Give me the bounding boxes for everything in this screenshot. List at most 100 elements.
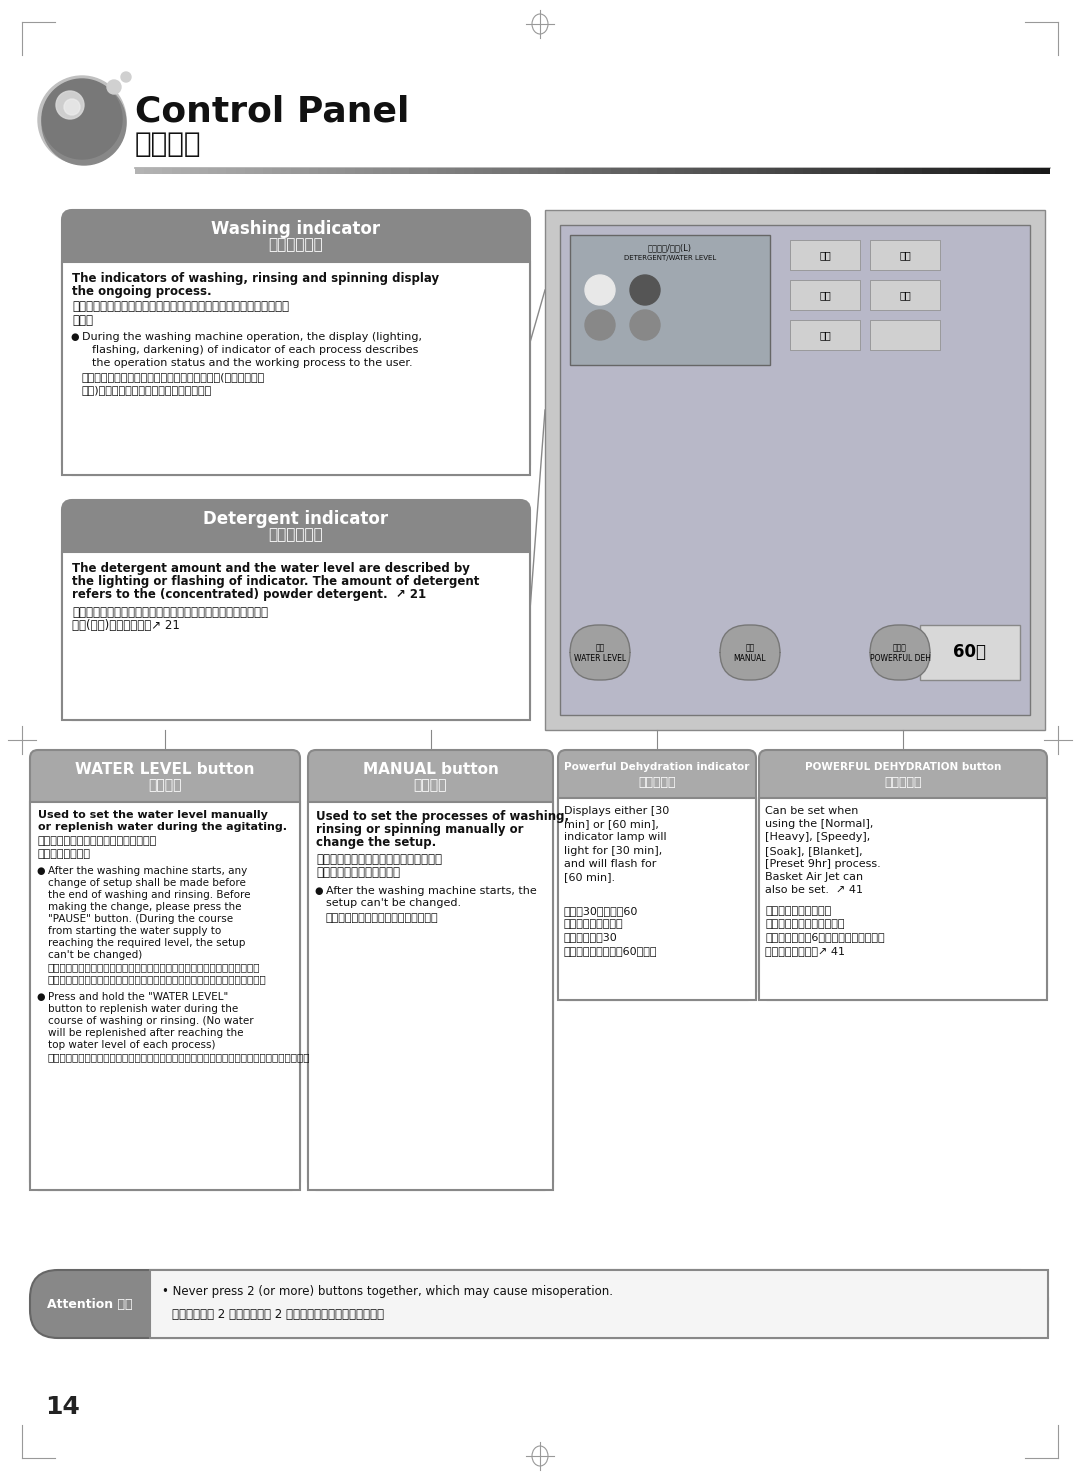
Text: The detergent amount and the water level are described by: The detergent amount and the water level…: [72, 562, 470, 576]
Text: 請勿同時按住 2 個以上（包括 2 個）的按鈕，以免造成誤操作。: 請勿同時按住 2 個以上（包括 2 個）的按鈕，以免造成誤操作。: [172, 1307, 384, 1320]
Text: change the setup.: change the setup.: [316, 836, 436, 850]
Text: reaching the required level, the setup: reaching the required level, the setup: [48, 938, 245, 949]
Text: 顯示「30分」、「60
分」中的任何一個，
指示燈點亮「30
分」，指示燈閃動「60分」。: 顯示「30分」、「60 分」中的任何一個， 指示燈點亮「30 分」，指示燈閃動「…: [564, 906, 658, 956]
Bar: [30, 802, 300, 1190]
FancyBboxPatch shape: [870, 625, 930, 679]
Text: 行程
MANUAL: 行程 MANUAL: [733, 644, 767, 663]
Text: POWERFUL DEHYDRATION button: POWERFUL DEHYDRATION button: [805, 762, 1001, 773]
Circle shape: [585, 309, 615, 340]
Text: Can be set when
using the [Normal],
[Heavy], [Speedy],
[Soak], [Blanket],
[Prese: Can be set when using the [Normal], [Hea…: [765, 807, 881, 895]
Text: or replenish water during the agitating.: or replenish water during the agitating.: [38, 821, 287, 832]
Circle shape: [64, 99, 80, 115]
Text: making the change, please press the: making the change, please press the: [48, 901, 242, 912]
Text: DETERGENT/WATER LEVEL: DETERGENT/WATER LEVEL: [624, 255, 716, 260]
Text: After the washing machine starts, any: After the washing machine starts, any: [48, 866, 247, 876]
Text: 洗衣機啟動後，設定的內容不能更改。: 洗衣機啟動後，設定的內容不能更改。: [326, 913, 438, 924]
Text: can't be changed): can't be changed): [48, 950, 143, 961]
Text: ●: ●: [36, 866, 44, 876]
Text: 14: 14: [45, 1396, 80, 1419]
Text: 閃動: 閃動: [900, 250, 910, 260]
Bar: [870, 320, 940, 349]
Circle shape: [56, 90, 84, 118]
Bar: [62, 262, 530, 475]
FancyBboxPatch shape: [62, 210, 530, 475]
Circle shape: [630, 309, 660, 340]
Text: 洗衣粉量/水位(L): 洗衣粉量/水位(L): [648, 243, 692, 252]
FancyBboxPatch shape: [308, 750, 553, 1190]
Text: ●: ●: [314, 887, 323, 895]
Bar: [870, 280, 940, 309]
Text: button to replenish water during the: button to replenish water during the: [48, 1003, 239, 1014]
Text: will be replenished after reaching the: will be replenished after reaching the: [48, 1029, 243, 1037]
FancyBboxPatch shape: [30, 1270, 1048, 1338]
Text: 通過指示燈的點亮或閃動來顯示洗衣粉量和水位。洗衣粉量表示: 通過指示燈的點亮或閃動來顯示洗衣粉量和水位。洗衣粉量表示: [72, 605, 268, 619]
Bar: [870, 240, 940, 269]
Circle shape: [121, 73, 131, 81]
Text: 控制面板: 控制面板: [135, 130, 202, 158]
Bar: [789, 240, 860, 269]
Text: Detergent indicator: Detergent indicator: [203, 511, 389, 528]
FancyBboxPatch shape: [558, 750, 756, 1000]
Text: rinsing or spinning manually or: rinsing or spinning manually or: [316, 823, 524, 836]
Bar: [789, 280, 860, 309]
Text: 前，請先按下「暂停」按鈕。（從開始供水到達該水位的過程中不能更改設定）: 前，請先按下「暂停」按鈕。（從開始供水到達該水位的過程中不能更改設定）: [48, 974, 267, 984]
Text: Used to set the water level manually: Used to set the water level manually: [38, 810, 268, 820]
Text: setup can't be changed.: setup can't be changed.: [326, 898, 461, 909]
Text: 洗衣粉量表示: 洗衣粉量表示: [269, 527, 323, 543]
Text: Powerful Dehydration indicator: Powerful Dehydration indicator: [565, 762, 750, 773]
Bar: [558, 798, 756, 1000]
Text: the operation status and the working process to the user.: the operation status and the working pro…: [92, 358, 413, 369]
Text: 洗衣內容表示: 洗衣內容表示: [269, 237, 323, 253]
Text: ●: ●: [70, 332, 79, 342]
Text: WATER LEVEL button: WATER LEVEL button: [76, 762, 255, 777]
Text: Control Panel: Control Panel: [135, 95, 409, 129]
Text: Press and hold the "WATER LEVEL": Press and hold the "WATER LEVEL": [48, 992, 228, 1002]
Text: Washing indicator: Washing indicator: [212, 221, 380, 238]
Text: 脱水: 脱水: [819, 330, 831, 340]
Text: 動脱水
POWERFUL DEH: 動脱水 POWERFUL DEH: [869, 644, 931, 663]
Text: 的是(濃縮)粉末洗衣粉。↗ 21: 的是(濃縮)粉末洗衣粉。↗ 21: [72, 619, 180, 632]
Bar: [150, 1270, 1048, 1338]
Text: 內容。: 內容。: [72, 314, 93, 327]
Text: the end of washing and rinsing. Before: the end of washing and rinsing. Before: [48, 889, 251, 900]
Circle shape: [630, 275, 660, 305]
Text: 沖洗: 沖洗: [819, 290, 831, 300]
Bar: [789, 320, 860, 349]
Text: 水位
WATER LEVEL: 水位 WATER LEVEL: [573, 644, 626, 663]
Text: 洗衣: 洗衣: [819, 250, 831, 260]
Text: After the washing machine starts, the: After the washing machine starts, the: [326, 887, 537, 895]
Text: 在按照自己需要設定洗衣、沖洗、脱水方: 在按照自己需要設定洗衣、沖洗、脱水方: [316, 852, 442, 866]
FancyBboxPatch shape: [759, 750, 1047, 1000]
Circle shape: [42, 81, 126, 164]
Bar: [308, 802, 553, 1190]
FancyBboxPatch shape: [720, 625, 780, 679]
Text: 在按照自己需要設定水量或在撹汗過程中: 在按照自己需要設定水量或在撹汗過程中: [38, 836, 158, 847]
Bar: [62, 552, 530, 719]
Text: 洗衣機啟動後，若需更改設定，請在洗衣、沖洗結束前進行。在進行變更操作: 洗衣機啟動後，若需更改設定，請在洗衣、沖洗結束前進行。在進行變更操作: [48, 962, 260, 972]
Text: 60分: 60分: [954, 642, 986, 662]
Text: 洗衣機在運轉過程中，通過各進程指示燈的顯示(亮著、閃動、: 洗衣機在運轉過程中，通過各進程指示燈的顯示(亮著、閃動、: [82, 371, 266, 382]
Text: MANUAL button: MANUAL button: [363, 762, 499, 777]
Text: Used to set the processes of washing,: Used to set the processes of washing,: [316, 810, 569, 823]
Bar: [570, 235, 770, 366]
Text: the lighting or flashing of indicator. The amount of detergent: the lighting or flashing of indicator. T…: [72, 576, 480, 588]
Text: 動脱水按鈕: 動脱水按鈕: [885, 777, 921, 789]
Text: 洗衣或沖洗過程中若需要再注水，持續按住按鈕，即會追加至該程序的最高水位後再不再加水）: 洗衣或沖洗過程中若需要再注水，持續按住按鈕，即會追加至該程序的最高水位後再不再加…: [48, 1052, 311, 1063]
Text: Attention 注意: Attention 注意: [48, 1298, 133, 1310]
Bar: [759, 798, 1047, 1000]
Text: 水位按鈕: 水位按鈕: [148, 778, 181, 792]
Text: course of washing or rinsing. (No water: course of washing or rinsing. (No water: [48, 1015, 254, 1026]
FancyBboxPatch shape: [30, 750, 300, 1190]
Text: 式或更改設定內容時使用。: 式或更改設定內容時使用。: [316, 866, 400, 879]
Circle shape: [38, 75, 126, 164]
Text: 動脱水表示: 動脱水表示: [638, 777, 676, 789]
Text: The indicators of washing, rinsing and spinning display: The indicators of washing, rinsing and s…: [72, 272, 440, 286]
Bar: [920, 625, 1020, 679]
Text: 常使用『標準』、『強
力』『快速』、『浸洗』、
『毯被』『預蕉6時後』程序可以設定。
籠風也可以設定。↗ 41: 常使用『標準』、『強 力』『快速』、『浸洗』、 『毯被』『預蕉6時後』程序可以設…: [765, 906, 885, 956]
FancyBboxPatch shape: [62, 500, 530, 719]
Text: refers to the (concentrated) powder detergent.  ↗ 21: refers to the (concentrated) powder dete…: [72, 588, 427, 601]
Circle shape: [585, 275, 615, 305]
Text: During the washing machine operation, the display (lighting,: During the washing machine operation, th…: [82, 332, 422, 342]
Text: change of setup shall be made before: change of setup shall be made before: [48, 878, 246, 888]
Text: 息滅)告知使用者程序的運行狀況及其進程。: 息滅)告知使用者程序的運行狀況及其進程。: [82, 385, 213, 395]
